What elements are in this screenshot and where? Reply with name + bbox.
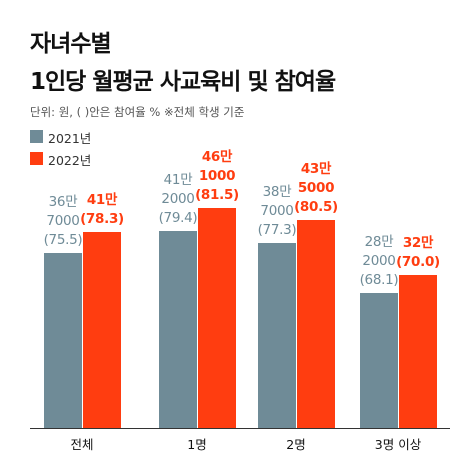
data-label: 32만 — [402, 235, 434, 252]
data-label: 36만 7000 — [46, 193, 80, 229]
x-tick-label: 전체 — [70, 437, 94, 452]
data-label: 38만 7000 — [260, 184, 294, 219]
data-label: 41만 — [86, 192, 118, 209]
bar — [198, 207, 236, 428]
data-label: 41만 2000 — [161, 172, 195, 208]
x-tick-label: 3명 이상 — [374, 437, 422, 452]
legend-label: 2021년 — [48, 131, 92, 146]
rate-label: (77.3) — [257, 222, 297, 238]
legend-swatch — [30, 152, 43, 165]
legend-swatch — [30, 130, 43, 143]
data-label: 43만 5000 — [297, 161, 335, 197]
rate-label: (81.5) — [195, 186, 239, 203]
rate-label: (75.5) — [43, 231, 83, 248]
data-label: 46만 1000 — [198, 148, 236, 184]
rate-label: (70.0) — [396, 254, 440, 271]
bar — [399, 275, 437, 428]
rate-label: (68.1) — [359, 272, 399, 289]
x-tick-label: 2명 — [286, 437, 306, 452]
rate-label: (79.4) — [158, 210, 198, 227]
chart-title: 자녀수별 — [30, 31, 112, 57]
bar — [44, 252, 82, 428]
legend-label: 2022년 — [48, 153, 92, 168]
x-axis — [30, 428, 450, 429]
bar — [360, 293, 398, 428]
rate-label: (80.5) — [294, 199, 338, 216]
chart-subtitle: 단위: 원, ( )안은 참여율 % ※전체 학생 기준 — [30, 105, 245, 119]
bar — [159, 231, 197, 428]
bar — [258, 243, 296, 428]
rate-label: (78.3) — [80, 211, 124, 228]
bar — [83, 232, 121, 428]
bar — [297, 220, 335, 428]
chart-title: 1인당 월평균 사교육비 및 참여율 — [30, 69, 336, 95]
x-tick-label: 1명 — [187, 437, 207, 452]
data-label: 28만 2000 — [362, 234, 396, 270]
